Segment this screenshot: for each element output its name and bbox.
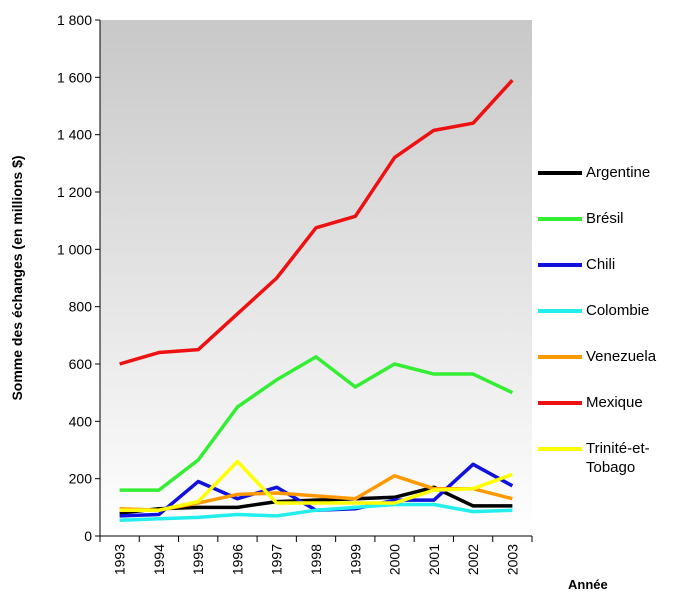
x-tick-label: 1997 [269,544,285,575]
series-line [119,79,514,366]
plot-background [100,20,532,536]
y-tick-label: 400 [69,413,93,429]
series-line [119,355,514,492]
legend-item: Venezuela [538,347,678,393]
y-tick-label: 0 [84,528,92,544]
x-tick-label: 2002 [465,544,481,575]
y-tick-label: 600 [69,356,93,372]
legend-label: Mexique [586,394,643,411]
legend-label: Brésil [586,210,624,227]
legend-label: Venezuela [586,348,657,365]
legend-label: Chili [586,256,616,273]
x-tick-label: 1999 [347,544,363,575]
legend-item: Chili [538,255,678,301]
y-tick-label: 1 400 [57,127,92,143]
y-tick-label: 200 [69,471,93,487]
y-tick-label: 800 [69,299,93,315]
y-tick-label: 1 200 [57,184,92,200]
legend-swatch [538,263,582,267]
legend-label: Colombie [586,302,650,319]
legend-swatch [538,355,582,359]
legend-label: Argentine [586,164,651,181]
legend: Argentine Brésil Chili Colombie Venezuela Mex… [538,163,678,485]
x-axis-title: Année [568,577,608,592]
x-tick-label: 1994 [151,544,167,575]
series-line [119,502,513,522]
legend-swatch [538,171,582,175]
x-tick-label: 2000 [387,544,403,575]
legend-swatch [538,447,582,451]
x-tick-label: 1995 [190,544,206,575]
x-tick-label: 1996 [229,544,245,575]
legend-swatch [538,217,582,221]
x-tick-label: 2001 [426,544,442,575]
x-tick-label: 1998 [308,544,324,575]
legend-swatch [538,401,582,405]
x-tick-label: 1993 [112,544,128,575]
y-tick-label: 1 800 [57,12,92,28]
legend-swatch [538,309,582,313]
legend-label: Trinité-et-Tobago [586,440,650,476]
y-tick-label: 1 600 [57,69,92,85]
y-axis-title: Somme des échanges (en millions $) [9,155,25,400]
series-line [119,459,513,512]
legend-item: Brésil [538,209,678,255]
y-tick-label: 1 000 [57,241,92,257]
legend-item: Colombie [538,301,678,347]
legend-item: Mexique [538,393,678,439]
x-tick-label: 2003 [504,544,520,575]
series-line [119,485,513,515]
legend-item: Argentine [538,163,678,209]
legend-item: Trinité-et-Tobago [538,439,678,485]
